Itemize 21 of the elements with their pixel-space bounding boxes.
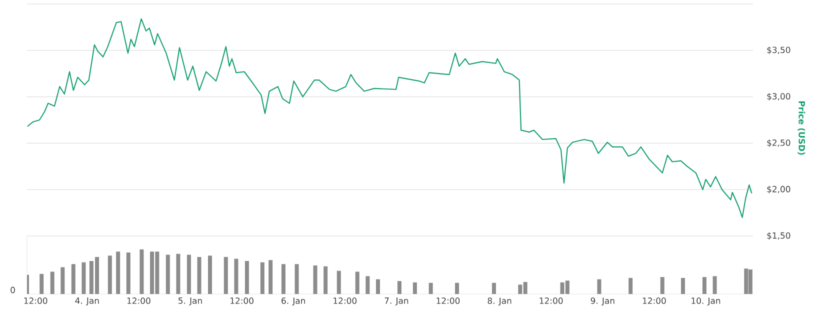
x-tick-label: 10. Jan [692,298,720,306]
x-tick-label: 12:00 [127,298,150,304]
x-tick-label: 9. Jan [590,298,614,306]
x-tick-label: 5. Jan [178,298,202,306]
x-tick-label: 7. Jan [384,298,408,306]
y-tick-label: $3,50 [767,46,790,54]
text: 0 [10,286,15,294]
x-tick-label: 12:00 [540,298,563,304]
y-tick-label: $3,00 [767,92,790,101]
y-tick-label: $1,50 [767,232,790,240]
x-tick-label: 8. Jan [488,298,512,306]
x-tick-label: 4. Jan [75,298,99,306]
x-tick-label: 12:00 [24,298,48,304]
x-tick-label: 12:00 [334,298,357,304]
x-tick-label: 12:00 [436,298,460,304]
y-tick-label: $2,00 [767,186,790,194]
y-tick-label: $2,50 [767,139,790,148]
x-tick-label: 6. Jan [282,298,305,306]
y-axis-title: Price (USD) [798,101,806,155]
x-tick-label: 12:00 [230,298,254,304]
x-tick-label: 12:00 [642,298,666,304]
